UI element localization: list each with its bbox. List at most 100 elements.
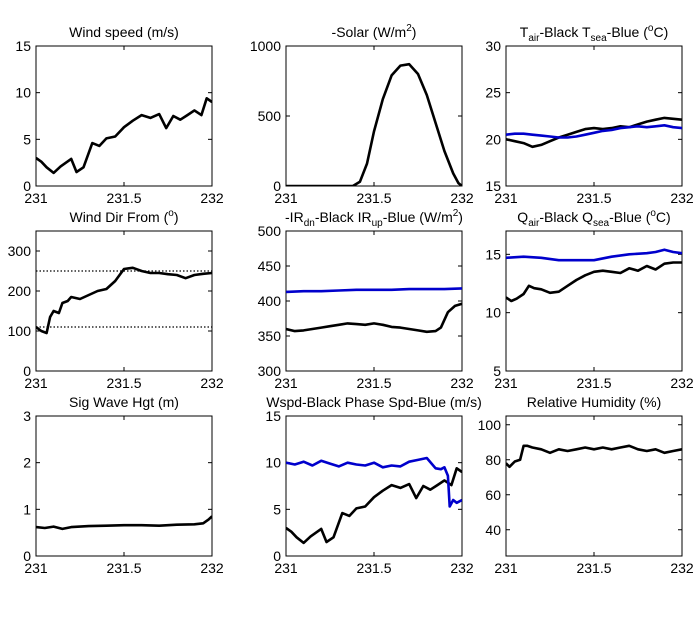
title-part: sea	[593, 218, 610, 229]
y-tick-label: 0	[273, 178, 281, 194]
y-tick-label: 300	[258, 363, 282, 379]
y-tick-label: 25	[485, 85, 501, 101]
subplot-6: Qair-Black Qsea-Blue (oC) 231 231.5 232 5 10 1…	[485, 208, 693, 391]
x-tick-label: 231	[24, 560, 48, 576]
title-part: Wind Dir From (	[69, 209, 168, 225]
axes-box	[505, 45, 683, 187]
series-line-black	[506, 116, 682, 149]
y-tick-label: 0	[23, 548, 31, 564]
x-tick-label: 231	[494, 190, 518, 206]
y-tick-label: 15	[15, 38, 31, 54]
y-tick-label: 15	[485, 246, 501, 262]
x-tick-label: 232	[200, 375, 224, 391]
title-part: )	[174, 209, 179, 225]
y-tick-label: 5	[493, 363, 501, 379]
title-part: up	[372, 218, 384, 229]
y-tick-label: 15	[485, 178, 501, 194]
x-tick-label: 232	[450, 560, 474, 576]
title-part: -Black IR	[315, 209, 372, 225]
subplot-8: Wspd-Black Phase Spd-Blue (m/s) 231 231.5 2…	[265, 394, 481, 576]
title-part: o	[168, 208, 174, 219]
title-part: T	[520, 24, 529, 40]
x-tick-label: 231.5	[106, 560, 141, 576]
x-tick-label: 231	[24, 190, 48, 206]
x-tick-label: 231	[24, 375, 48, 391]
series-line-black	[36, 515, 212, 531]
series-line-blue	[506, 248, 682, 262]
series-line-blue	[506, 124, 682, 139]
x-tick-label: 231.5	[576, 375, 611, 391]
title-part: dn	[304, 218, 315, 229]
title-part: -Blue (	[609, 209, 651, 225]
subplot-title: Wind Dir From (o)	[69, 208, 178, 225]
title-part: -Solar (W/m	[332, 24, 407, 40]
subplot-7: Sig Wave Hgt (m) 231 231.5 232 0 1 2 3	[23, 394, 224, 576]
x-tick-label: 231	[274, 190, 298, 206]
subplot-title: Wspd-Black Phase Spd-Blue (m/s)	[266, 394, 482, 410]
y-tick-label: 10	[485, 305, 501, 321]
y-tick-label: 30	[485, 38, 501, 54]
axes-box	[35, 230, 213, 372]
y-tick-label: 500	[258, 108, 282, 124]
series-line-blue	[286, 456, 462, 508]
y-tick-label: 80	[485, 452, 501, 468]
subplot-title: Relative Humidity (%)	[527, 394, 662, 410]
y-tick-label: 0	[23, 363, 31, 379]
title-part: )	[458, 209, 463, 225]
title-part: -Black T	[539, 24, 591, 40]
title-part: -Black Q	[539, 209, 593, 225]
y-tick-label: 40	[485, 522, 501, 538]
x-tick-label: 231.5	[576, 190, 611, 206]
series-line-black	[36, 266, 212, 335]
y-tick-label: 3	[23, 408, 31, 424]
subplot-title: Sig Wave Hgt (m)	[69, 394, 179, 410]
subplot-title: Tair-Black Tsea-Blue (oC)	[520, 23, 668, 44]
series-line-blue	[286, 287, 462, 294]
y-tick-label: 350	[258, 328, 282, 344]
y-tick-label: 200	[8, 283, 32, 299]
y-tick-label: 5	[273, 501, 281, 517]
y-tick-label: 300	[8, 243, 32, 259]
series-line-black	[506, 261, 682, 303]
title-part: )	[412, 24, 417, 40]
subplot-2: -Solar (W/m2) 231 231.5 232 0 500 1000	[250, 23, 474, 206]
series-line-black	[286, 302, 462, 334]
series-line-black	[286, 466, 462, 545]
x-tick-label: 231.5	[356, 375, 391, 391]
x-tick-label: 231.5	[106, 190, 141, 206]
y-tick-label: 0	[273, 548, 281, 564]
subplot-title: -Solar (W/m2)	[332, 23, 417, 40]
y-tick-label: 400	[258, 293, 282, 309]
subplot-title: Qair-Black Qsea-Blue (oC)	[517, 208, 670, 229]
title-part: air	[528, 33, 540, 44]
subplot-3: Tair-Black Tsea-Blue (oC) 231 231.5 232 15 20…	[485, 23, 693, 206]
subplot-title: -IRdn-Black IRup-Blue (W/m2)	[285, 208, 463, 229]
axes-box	[505, 415, 683, 557]
y-tick-label: 2	[23, 455, 31, 471]
x-tick-label: 231.5	[106, 375, 141, 391]
title-part: o	[648, 23, 654, 34]
title-part: Q	[517, 209, 528, 225]
subplot-1: Wind speed (m/s) 231 231.5 232 0 5 10 15	[15, 24, 223, 206]
subplot-5: -IRdn-Black IRup-Blue (W/m2) 231 231.5 232 3…	[258, 208, 474, 391]
x-tick-label: 232	[200, 190, 224, 206]
x-tick-label: 231	[274, 375, 298, 391]
y-tick-label: 20	[485, 131, 501, 147]
x-tick-label: 231	[274, 560, 298, 576]
x-tick-label: 232	[670, 375, 694, 391]
y-tick-label: 10	[265, 455, 281, 471]
title-part: sea	[591, 33, 608, 44]
title-part: air	[528, 218, 540, 229]
y-tick-label: 100	[478, 417, 502, 433]
x-tick-label: 232	[670, 190, 694, 206]
x-tick-label: 231	[494, 560, 518, 576]
title-part: -IR	[285, 209, 304, 225]
x-tick-label: 232	[450, 190, 474, 206]
x-tick-label: 232	[670, 560, 694, 576]
series-line-black	[36, 97, 212, 175]
title-part: C)	[656, 209, 671, 225]
title-part: 2	[453, 208, 459, 219]
y-tick-label: 10	[15, 85, 31, 101]
series-line-black	[286, 62, 462, 186]
